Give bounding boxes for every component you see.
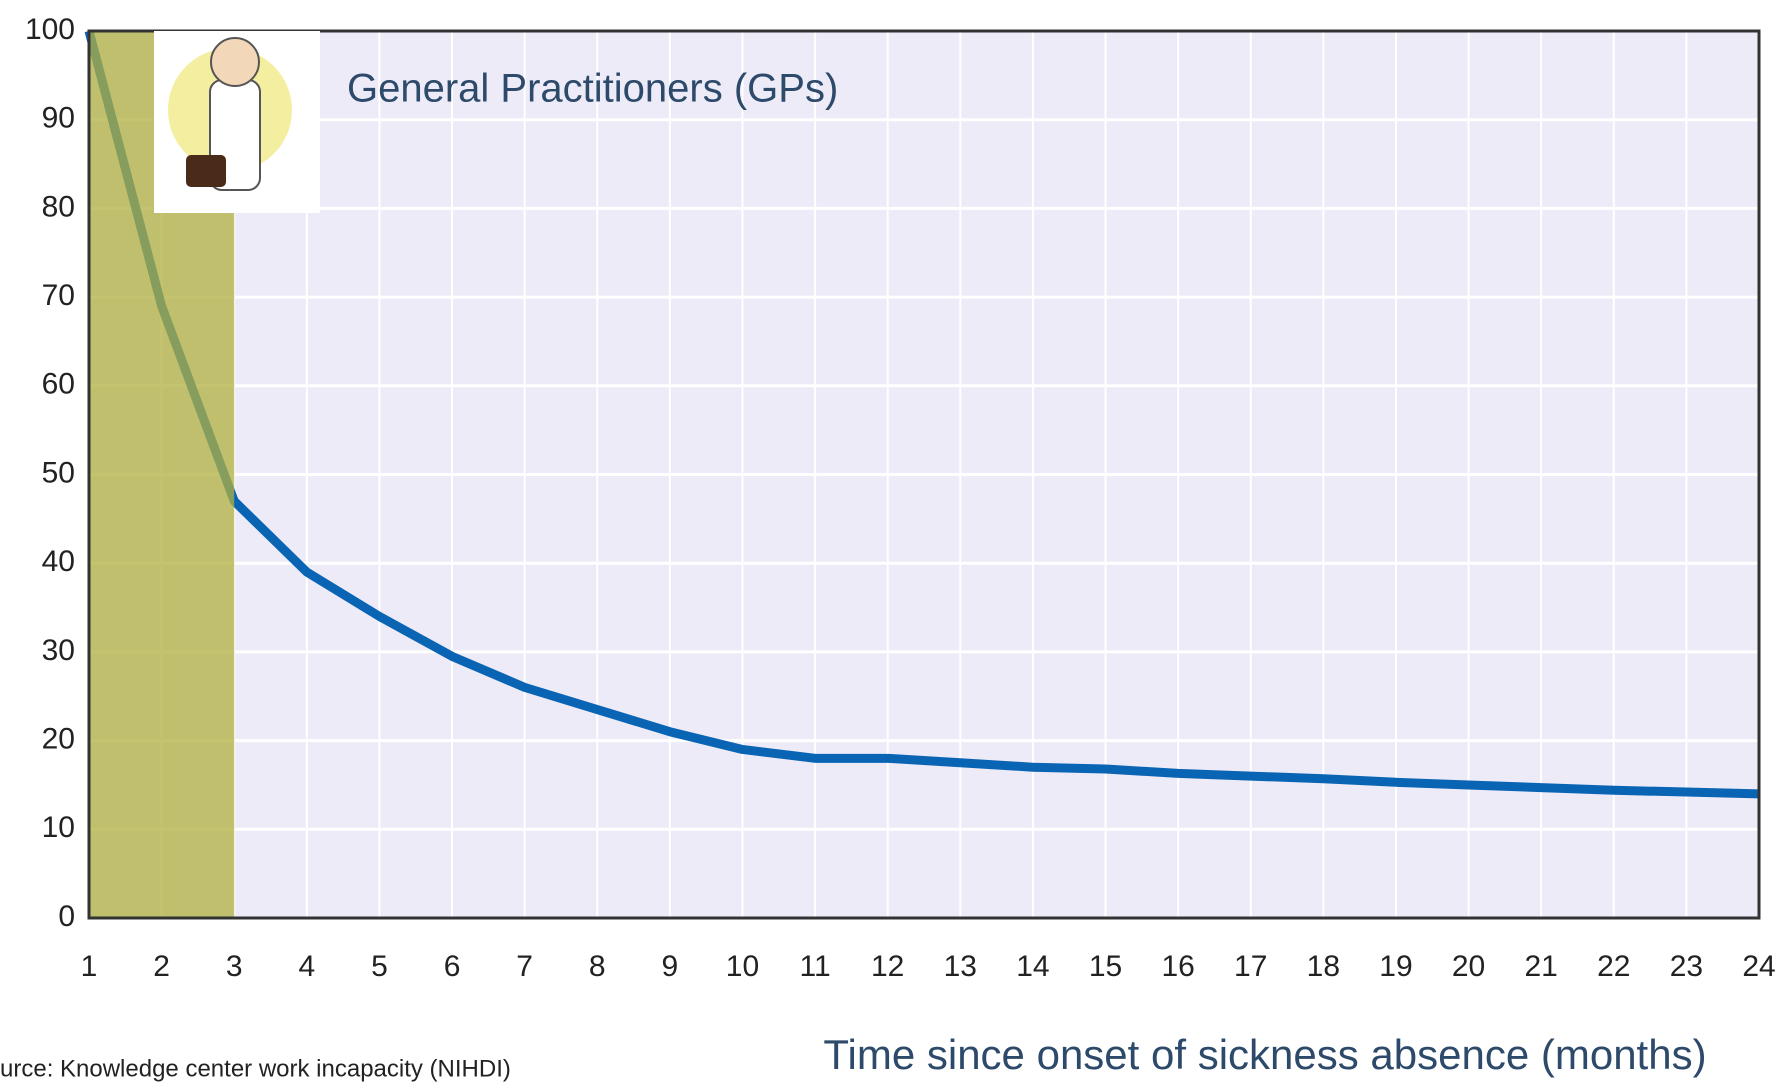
x-tick-label: 1 bbox=[81, 950, 98, 983]
y-tick-label: 80 bbox=[42, 190, 75, 223]
y-tick-label: 0 bbox=[58, 900, 75, 933]
x-tick-label: 3 bbox=[226, 950, 243, 983]
y-tick-label: 20 bbox=[42, 723, 75, 756]
x-tick-label: 24 bbox=[1742, 950, 1775, 983]
icon-bag bbox=[186, 155, 226, 187]
x-tick-label: 6 bbox=[444, 950, 461, 983]
x-tick-label: 17 bbox=[1234, 950, 1267, 983]
x-tick-label: 21 bbox=[1524, 950, 1557, 983]
x-tick-label: 15 bbox=[1089, 950, 1122, 983]
doctor-icon bbox=[154, 31, 320, 213]
chart: General Practitioners (GPs) 0 10 20 30 40 50 6… bbox=[0, 0, 1787, 1083]
y-tick-label: 60 bbox=[42, 368, 75, 401]
x-tick-label: 5 bbox=[371, 950, 388, 983]
x-tick-label: 7 bbox=[516, 950, 533, 983]
x-tick-label: 12 bbox=[871, 950, 904, 983]
x-tick-label: 18 bbox=[1307, 950, 1340, 983]
y-tick-label: 40 bbox=[42, 545, 75, 578]
x-tick-label: 19 bbox=[1379, 950, 1412, 983]
x-tick-label: 9 bbox=[662, 950, 679, 983]
y-tick-label: 100 bbox=[25, 13, 75, 46]
y-tick-label: 30 bbox=[42, 634, 75, 667]
source-note: urce: Knowledge center work incapacity (… bbox=[0, 1055, 511, 1082]
y-tick-label: 50 bbox=[42, 456, 75, 489]
x-tick-label: 10 bbox=[726, 950, 759, 983]
x-tick-label: 20 bbox=[1452, 950, 1485, 983]
annotation: General Practitioners (GPs) bbox=[347, 67, 838, 111]
x-tick-label: 22 bbox=[1597, 950, 1630, 983]
x-tick-label: 23 bbox=[1670, 950, 1703, 983]
x-tick-label: 13 bbox=[944, 950, 977, 983]
icon-head bbox=[211, 38, 259, 86]
x-axis-label: Time since onset of sickness absence (mo… bbox=[823, 1031, 1706, 1078]
x-tick-label: 2 bbox=[153, 950, 170, 983]
x-tick-label: 8 bbox=[589, 950, 606, 983]
x-tick-label: 11 bbox=[800, 950, 831, 983]
y-tick-label: 10 bbox=[42, 811, 75, 844]
x-tick-label: 4 bbox=[298, 950, 315, 983]
x-tick-label: 16 bbox=[1161, 950, 1194, 983]
x-tick-label: 14 bbox=[1016, 950, 1049, 983]
y-tick-label: 70 bbox=[42, 279, 75, 312]
y-tick-label: 90 bbox=[42, 102, 75, 135]
